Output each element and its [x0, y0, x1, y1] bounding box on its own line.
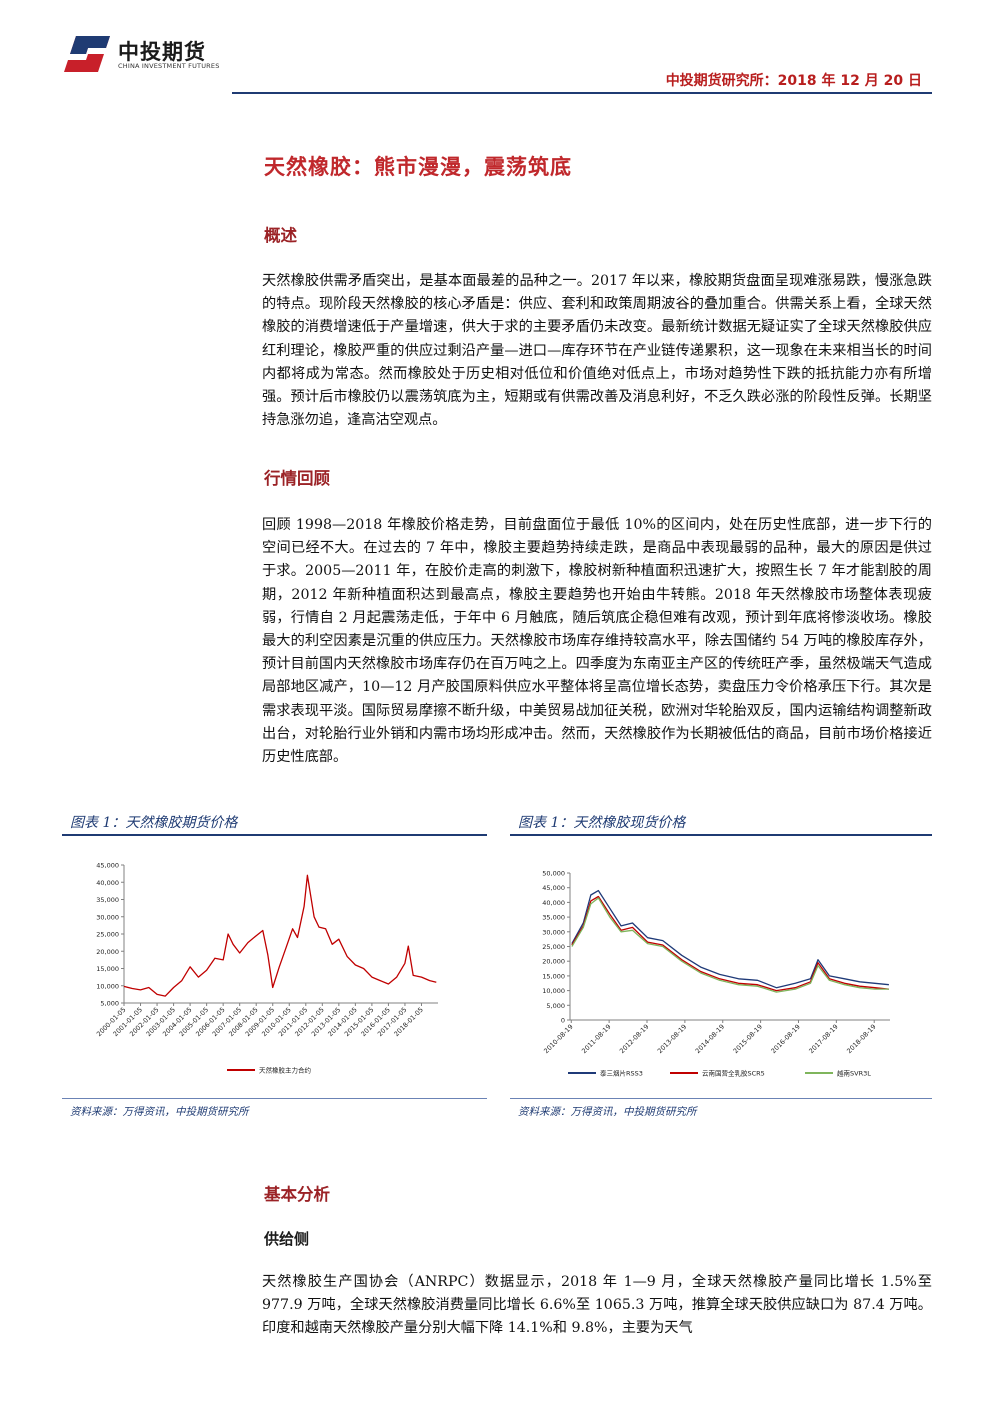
series-line — [123, 874, 437, 997]
y-tick-label: 25,000 — [96, 931, 119, 939]
y-tick-label: 20,000 — [542, 958, 565, 966]
y-tick-label: 45,000 — [96, 862, 119, 870]
x-tick-label: 2016-08-19 — [770, 1023, 802, 1055]
y-tick-label: 10,000 — [96, 982, 119, 990]
series-line — [571, 889, 889, 989]
page-title: 天然橡胶：熊市漫漫，震荡筑底 — [264, 154, 572, 179]
series-line — [571, 895, 889, 992]
overview-paragraph: 天然橡胶供需矛盾突出，是基本面最差的品种之一。2017 年以来，橡胶期货盘面呈现… — [262, 273, 932, 429]
right-figure-rule — [510, 834, 932, 836]
legend-label: 云南国营全乳胶SCR5 — [702, 1069, 765, 1078]
y-tick-label: 5,000 — [100, 1000, 119, 1008]
review-heading: 行情回顾 — [264, 469, 330, 488]
y-tick-label: 15,000 — [542, 972, 565, 980]
y-tick-label: 50,000 — [542, 870, 565, 878]
series-line — [571, 897, 889, 993]
left-figure-source: 资料来源：万得资讯，中投期货研究所 — [70, 1106, 249, 1118]
y-tick-label: 5,000 — [546, 1002, 565, 1010]
company-name-cn: 中投期货 — [118, 40, 206, 64]
y-tick-label: 15,000 — [96, 965, 119, 973]
y-tick-label: 40,000 — [96, 879, 119, 887]
y-tick-label: 25,000 — [542, 943, 565, 951]
x-tick-label: 2012-08-19 — [618, 1023, 650, 1055]
x-tick-label: 2017-08-19 — [807, 1023, 839, 1055]
review-paragraph: 回顾 1998—2018 年橡胶价格走势，目前盘面位于最低 10%的区间内，处在… — [262, 517, 932, 766]
legend-label: 越南SVR3L — [837, 1069, 871, 1078]
right-figure-source: 资料来源：万得资讯，中投期货研究所 — [518, 1106, 697, 1118]
company-name-en: CHINA INVESTMENT FUTURES — [118, 62, 220, 70]
x-tick-label: 2014-08-19 — [694, 1023, 726, 1055]
x-tick-label: 2018-08-19 — [845, 1023, 877, 1055]
spot-price-chart: 50,000 45,000 40,000 35,000 30,000 25,000 20,0… — [542, 870, 890, 1078]
y-tick-label: 40,000 — [542, 899, 565, 907]
y-tick-label: 10,000 — [542, 987, 565, 995]
y-tick-label: 35,000 — [542, 914, 565, 922]
header-date: 中投期货研究所：2018 年 12 月 20 日 — [665, 73, 922, 89]
left-source-rule — [62, 1098, 487, 1099]
overview-heading: 概述 — [264, 226, 297, 245]
y-tick-label: 0 — [561, 1017, 565, 1025]
x-tick-label: 2015-08-19 — [732, 1023, 764, 1055]
y-tick-label: 30,000 — [96, 913, 119, 921]
y-tick-label: 45,000 — [542, 884, 565, 892]
y-tick-label: 20,000 — [96, 948, 119, 956]
x-tick-label: 2011-08-19 — [580, 1023, 612, 1055]
x-tick-label: 2013-08-19 — [656, 1023, 688, 1055]
y-tick-label: 35,000 — [96, 896, 119, 904]
x-tick-label: 2010-08-19 — [542, 1023, 574, 1055]
company-logo: 中投期货 CHINA INVESTMENT FUTURES — [62, 34, 252, 76]
legend-label: 泰三烟片RSS3 — [600, 1069, 643, 1078]
futures-price-chart: 45,000 40,000 35,000 30,000 25,000 20,000 15,0… — [95, 862, 438, 1075]
basic-analysis-heading: 基本分析 — [264, 1185, 330, 1204]
y-tick-label: 30,000 — [542, 928, 565, 936]
supply-paragraph: 天然橡胶生产国协会（ANRPC）数据显示，2018 年 1—9 月，全球天然橡胶… — [262, 1274, 932, 1337]
right-source-rule — [510, 1098, 932, 1099]
legend-label: 天然橡胶主力合约 — [259, 1066, 311, 1075]
logo-mark-icon — [64, 36, 110, 72]
right-figure-caption: 图表 1：天然橡胶现货价格 — [518, 815, 686, 831]
left-figure-caption: 图表 1：天然橡胶期货价格 — [70, 815, 238, 831]
left-figure-rule — [62, 834, 487, 836]
supply-heading: 供给侧 — [264, 1230, 310, 1248]
header-divider — [232, 92, 932, 94]
